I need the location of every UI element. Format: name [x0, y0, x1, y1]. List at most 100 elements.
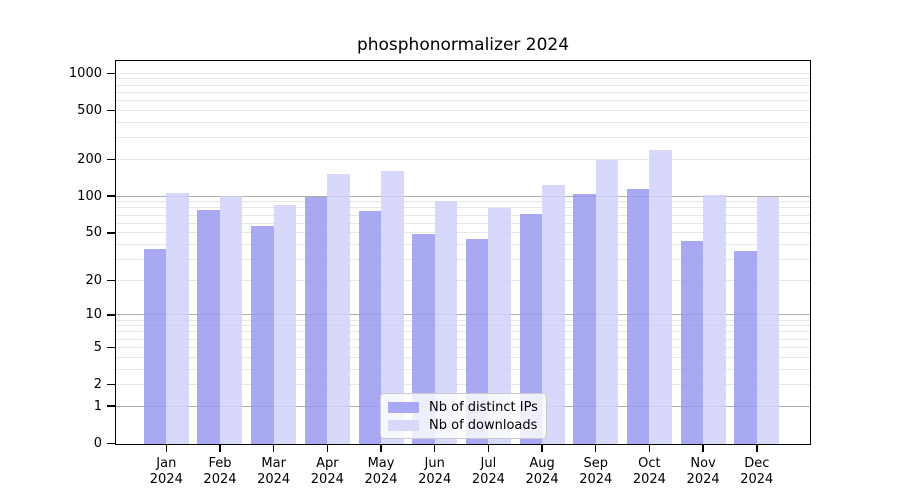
x-tick-label-nov: Nov 2024: [686, 456, 720, 487]
bar-nb-of-distinct-ips-dec: [734, 251, 757, 445]
legend-swatch-distinct-ips: [388, 401, 419, 413]
legend-item-downloads: Nb of downloads: [388, 418, 538, 433]
x-tick-jan: [165, 445, 168, 452]
gridline-minor-300: [116, 137, 810, 139]
bar-nb-of-downloads-dec: [756, 196, 780, 445]
gridline-major-100: [116, 195, 810, 197]
x-tick-apr: [326, 445, 329, 452]
bar-nb-of-downloads-sep: [595, 160, 619, 445]
x-tick-label-feb: Feb 2024: [203, 456, 237, 487]
gridline-minor-900: [116, 78, 810, 80]
bar-nb-of-downloads-mar: [273, 204, 297, 445]
y-tick-20: [107, 279, 115, 282]
y-tick-1: [107, 405, 115, 407]
gridline-minor-6: [116, 338, 810, 340]
x-tick-label-jul: Jul 2024: [471, 456, 505, 487]
bar-nb-of-downloads-jul: [488, 207, 511, 445]
bar-nb-of-distinct-ips-nov: [680, 240, 704, 445]
bar-nb-of-distinct-ips-oct: [626, 189, 650, 445]
y-tick-2: [107, 383, 115, 386]
x-tick-label-sep: Sep 2024: [579, 456, 613, 487]
gridline-minor-2: [116, 383, 810, 385]
bar-nb-of-distinct-ips-apr: [304, 196, 328, 445]
x-tick-oct: [648, 445, 651, 452]
x-tick-may: [380, 445, 382, 452]
x-tick-aug: [541, 445, 543, 452]
y-tick-10: [107, 314, 115, 316]
y-tick-label-50: 50: [85, 225, 102, 241]
y-tick-label-20: 20: [85, 272, 102, 288]
gridline-minor-500: [116, 109, 810, 111]
bar-nb-of-downloads-jan: [166, 192, 189, 445]
gridline-minor-80: [116, 207, 810, 209]
legend-swatch-downloads: [388, 419, 419, 431]
bar-nb-of-distinct-ips-feb: [197, 210, 220, 445]
bar-nb-of-downloads-apr: [327, 173, 350, 445]
bar-nb-of-distinct-ips-jan: [143, 248, 167, 445]
gridline-minor-5: [116, 346, 810, 348]
y-tick-label-10: 10: [85, 307, 102, 323]
y-tick-200: [107, 158, 115, 161]
legend-label-downloads: Nb of downloads: [429, 417, 538, 433]
bar-nb-of-distinct-ips-mar: [251, 225, 274, 445]
bar-nb-of-downloads-oct: [649, 150, 672, 445]
x-tick-label-dec: Dec 2024: [740, 456, 774, 487]
y-tick-label-1: 1: [93, 398, 102, 414]
x-tick-jun: [433, 445, 436, 452]
gridline-minor-3: [116, 368, 810, 370]
x-tick-mar: [272, 445, 275, 452]
y-tick-0: [107, 442, 115, 445]
y-tick-50: [107, 232, 115, 234]
y-tick-5: [107, 346, 115, 349]
y-tick-label-500: 500: [77, 102, 102, 118]
y-tick-label-0: 0: [93, 435, 102, 451]
legend: Nb of distinct IPs Nb of downloads: [380, 393, 547, 439]
x-tick-sep: [594, 445, 597, 452]
x-tick-label-jun: Jun 2024: [418, 456, 452, 487]
gridline-minor-800: [116, 84, 810, 86]
gridline-minor-9: [116, 319, 810, 321]
y-tick-1000: [107, 72, 115, 75]
gridline-minor-70: [116, 214, 810, 216]
x-tick-dec: [756, 445, 758, 452]
x-tick-label-jan: Jan 2024: [149, 456, 183, 487]
gridline-minor-200: [116, 158, 810, 160]
bar-nb-of-distinct-ips-sep: [573, 193, 596, 445]
x-tick-label-may: May 2024: [364, 456, 398, 487]
gridline-major-10: [116, 314, 810, 316]
bar-nb-of-distinct-ips-may: [358, 210, 382, 445]
gridline-minor-600: [116, 100, 810, 102]
x-tick-label-mar: Mar 2024: [257, 456, 291, 487]
gridline-minor-60: [116, 222, 810, 224]
bar-nb-of-distinct-ips-aug: [519, 213, 543, 445]
bar-nb-of-downloads-nov: [703, 194, 726, 445]
legend-label-distinct-ips: Nb of distinct IPs: [429, 399, 538, 415]
x-tick-label-aug: Aug 2024: [525, 456, 559, 487]
x-tick-jul: [487, 445, 490, 452]
gridline-minor-50: [116, 232, 810, 234]
bar-nb-of-downloads-feb: [219, 196, 243, 445]
gridline-minor-400: [116, 121, 810, 123]
y-tick-label-200: 200: [77, 151, 102, 167]
bar-nb-of-downloads-aug: [542, 185, 565, 445]
x-tick-feb: [219, 445, 221, 452]
bar-nb-of-distinct-ips-jun: [412, 233, 435, 445]
x-tick-label-apr: Apr 2024: [310, 456, 344, 487]
gridline-minor-40: [116, 243, 810, 245]
y-tick-label-100: 100: [77, 188, 102, 204]
x-tick-label-oct: Oct 2024: [632, 456, 666, 487]
gridline-minor-7: [116, 331, 810, 333]
x-tick-nov: [702, 445, 704, 452]
y-tick-100: [107, 195, 115, 197]
gridline-minor-1000: [116, 72, 810, 74]
legend-item-distinct-ips: Nb of distinct IPs: [388, 400, 538, 415]
y-tick-label-2: 2: [93, 376, 102, 392]
gridline-minor-700: [116, 91, 810, 93]
gridline-minor-30: [116, 258, 810, 260]
y-tick-label-5: 5: [93, 339, 102, 355]
gridline-minor-8: [116, 325, 810, 327]
chart-title: phosphonormalizer 2024: [356, 35, 570, 55]
gridline-minor-20: [116, 279, 810, 281]
y-tick-500: [107, 109, 115, 112]
